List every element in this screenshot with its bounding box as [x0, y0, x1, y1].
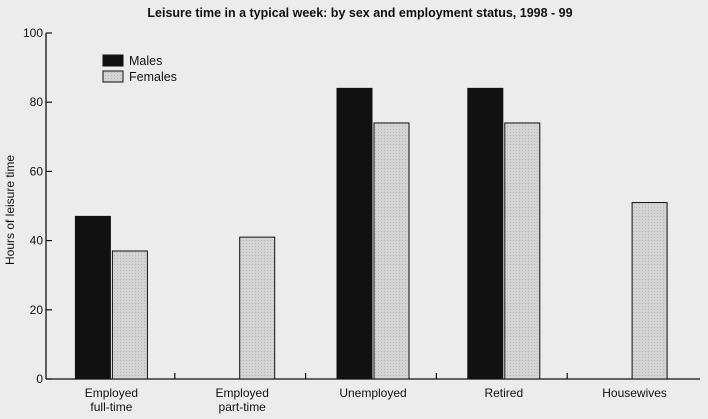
y-tick-label: 20: [30, 303, 44, 317]
x-category-label: Housewives: [602, 386, 667, 400]
bar-females: [504, 122, 541, 380]
chart-title: Leisure time in a typical week: by sex a…: [147, 6, 572, 20]
legend-label-males: Males: [129, 54, 162, 68]
bar-males: [74, 215, 111, 380]
legend-swatch-females: [102, 70, 124, 83]
x-category-label: Employed: [216, 386, 269, 400]
bar-females: [111, 250, 148, 380]
legend-swatch-males: [102, 54, 124, 67]
bar-males: [467, 87, 504, 380]
bar-males: [336, 87, 373, 380]
legend-label-females: Females: [129, 70, 177, 84]
x-category-label: Employed: [85, 386, 138, 400]
y-axis-label: Hours of leisure time: [3, 155, 17, 265]
x-category-label: Retired: [484, 386, 523, 400]
bar-females: [373, 122, 410, 380]
y-tick-label: 80: [30, 95, 44, 109]
y-tick-label: 100: [23, 26, 43, 40]
bar-females: [631, 202, 668, 380]
y-tick-label: 40: [30, 234, 44, 248]
y-tick-label: 60: [30, 164, 44, 178]
x-category-label: Unemployed: [339, 386, 406, 400]
plot-area: 020406080100Employedfull-timeEmployedpar…: [23, 26, 700, 414]
y-tick-label: 0: [36, 372, 43, 386]
bar-females: [239, 236, 276, 380]
x-category-label: part-time: [219, 400, 267, 414]
x-category-label: full-time: [90, 400, 132, 414]
